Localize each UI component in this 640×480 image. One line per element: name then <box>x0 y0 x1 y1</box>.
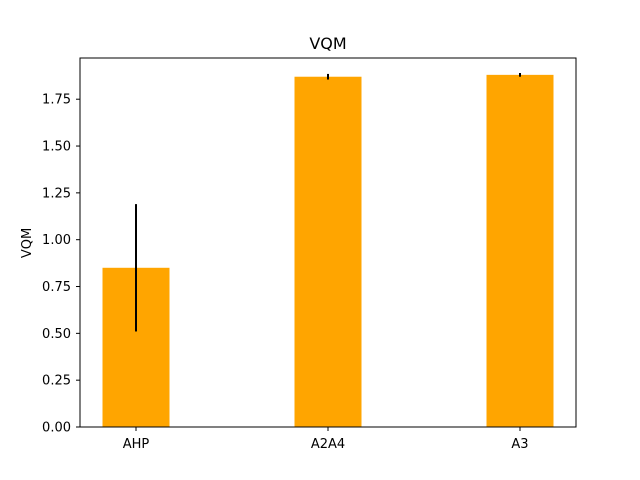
errorbars-layer <box>135 72 521 332</box>
x-axis-ticks: AHP A2A4 A3 <box>123 427 529 452</box>
bars-layer <box>102 74 554 428</box>
y-tick-label: 1.00 <box>42 233 71 248</box>
y-tick-label: 1.50 <box>42 140 71 155</box>
y-axis-ticks: 0.00 0.25 0.50 0.75 1.00 1.25 1.50 1.75 <box>42 93 80 436</box>
bar-a3 <box>486 74 554 428</box>
plot-frame <box>79 57 577 428</box>
y-axis-label: VQM <box>20 228 35 258</box>
y-tick-label: 1.25 <box>42 186 71 201</box>
y-tick-label: 0.00 <box>42 421 71 436</box>
x-tick-label: AHP <box>123 437 150 452</box>
y-tick-label: 1.75 <box>42 93 71 108</box>
x-tick-label: A3 <box>511 437 528 452</box>
chart-title: VQM <box>309 34 346 53</box>
y-tick-label: 0.25 <box>42 374 71 389</box>
bar-a2a4 <box>294 76 362 428</box>
x-tick-label: A2A4 <box>311 437 345 452</box>
y-tick-label: 0.50 <box>42 327 71 342</box>
y-tick-label: 0.75 <box>42 280 71 295</box>
